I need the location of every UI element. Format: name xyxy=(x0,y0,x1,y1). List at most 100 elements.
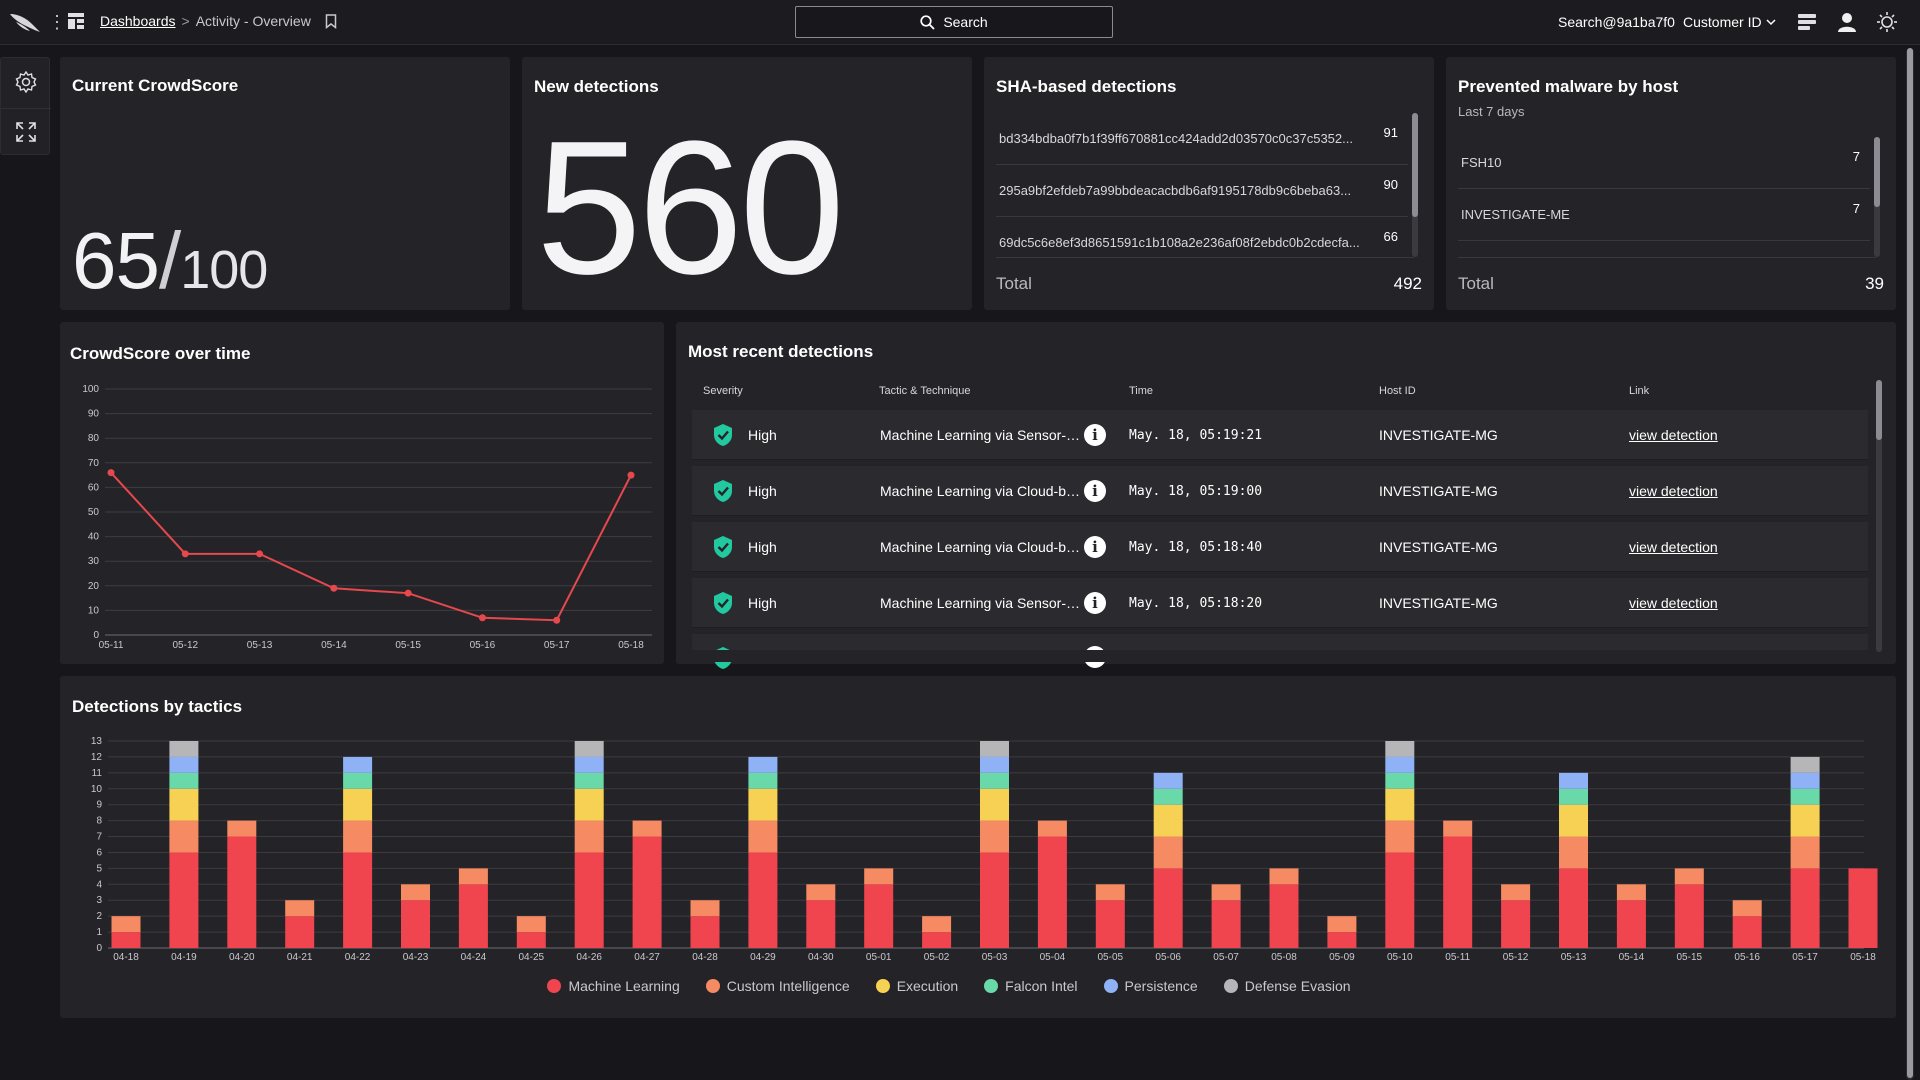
bar-segment[interactable] xyxy=(1559,836,1588,869)
page-scrollbar-thumb[interactable] xyxy=(1907,48,1913,1078)
bar-segment[interactable] xyxy=(1153,804,1183,837)
theme-sun-icon[interactable] xyxy=(1876,11,1898,33)
bar-segment[interactable] xyxy=(111,932,141,948)
breadcrumb-dashboards-link[interactable]: Dashboards xyxy=(100,13,176,29)
list-item[interactable]: FSH10 7 xyxy=(1458,137,1870,189)
bar-segment[interactable] xyxy=(574,820,604,853)
list-item[interactable]: INVESTIGATE-ME 7 xyxy=(1458,189,1870,241)
list-item[interactable]: 295a9bf2efdeb7a99bbdeacacbdb6af9195178db… xyxy=(996,165,1408,217)
bar-segment[interactable] xyxy=(1559,804,1588,837)
bar-segment[interactable] xyxy=(1501,900,1531,948)
dashboards-grid-icon[interactable] xyxy=(68,13,84,29)
data-point[interactable] xyxy=(181,550,189,558)
column-header-host[interactable]: Host ID xyxy=(1379,385,1416,397)
bar-segment[interactable] xyxy=(1559,772,1588,789)
scrollbar-thumb[interactable] xyxy=(1412,113,1418,217)
bar-segment[interactable] xyxy=(1153,788,1183,805)
bar-segment[interactable] xyxy=(1790,788,1820,805)
fullscreen-expand-icon[interactable] xyxy=(14,120,38,144)
bar-segment[interactable] xyxy=(1095,900,1125,948)
falcon-logo-icon[interactable] xyxy=(8,10,42,34)
scrollbar-thumb[interactable] xyxy=(1876,380,1882,440)
legend-item[interactable]: Persistence xyxy=(1103,978,1198,994)
bar-segment[interactable] xyxy=(1501,884,1531,901)
bar-segment[interactable] xyxy=(343,788,373,821)
host-list-scrollbar[interactable] xyxy=(1874,137,1880,257)
bar-segment[interactable] xyxy=(169,852,199,948)
data-point[interactable] xyxy=(107,469,115,477)
table-row[interactable]: High Machine Learning via Cloud-based MLi… xyxy=(692,522,1868,572)
bar-segment[interactable] xyxy=(1153,772,1183,789)
bar-segment[interactable] xyxy=(1385,852,1415,948)
bar-segment[interactable] xyxy=(864,884,894,948)
bar-segment[interactable] xyxy=(574,852,604,948)
data-point[interactable] xyxy=(478,614,486,622)
bar-segment[interactable] xyxy=(285,916,315,948)
view-detection-link[interactable]: view detection xyxy=(1629,427,1718,443)
bar-segment[interactable] xyxy=(1385,756,1415,773)
bookmark-icon[interactable] xyxy=(325,14,337,29)
user-profile-icon[interactable] xyxy=(1836,11,1858,33)
bar-segment[interactable] xyxy=(1153,868,1183,948)
legend-item[interactable]: Execution xyxy=(875,978,958,994)
column-header-link[interactable]: Link xyxy=(1629,385,1650,397)
more-vertical-icon[interactable]: ⋮ xyxy=(48,12,66,32)
search-button[interactable]: Search xyxy=(795,6,1113,38)
bar-segment[interactable] xyxy=(1153,836,1183,869)
bar-segment[interactable] xyxy=(169,741,199,757)
bar-segment[interactable] xyxy=(1790,868,1820,948)
bar-segment[interactable] xyxy=(806,884,836,901)
info-icon[interactable]: i xyxy=(1084,424,1106,446)
bar-segment[interactable] xyxy=(748,820,778,853)
column-header-time[interactable]: Time xyxy=(1129,385,1154,397)
bar-segment[interactable] xyxy=(1269,868,1299,885)
bar-segment[interactable] xyxy=(1790,836,1820,869)
bar-segment[interactable] xyxy=(1211,900,1241,948)
bar-segment[interactable] xyxy=(632,836,662,948)
bar-segment[interactable] xyxy=(401,900,430,948)
sha-list-scrollbar[interactable] xyxy=(1412,113,1418,257)
view-detection-link[interactable]: view detection xyxy=(1629,539,1718,555)
bar-segment[interactable] xyxy=(574,788,604,821)
bar-segment[interactable] xyxy=(980,820,1009,853)
bar-segment[interactable] xyxy=(1443,836,1473,948)
bar-segment[interactable] xyxy=(227,820,257,837)
bar-segment[interactable] xyxy=(169,788,199,821)
info-icon[interactable]: i xyxy=(1084,592,1106,614)
data-point[interactable] xyxy=(330,584,338,592)
bar-segment[interactable] xyxy=(980,788,1009,821)
bar-segment[interactable] xyxy=(1211,884,1241,901)
bar-segment[interactable] xyxy=(922,932,952,948)
bar-segment[interactable] xyxy=(516,916,546,933)
bar-segment[interactable] xyxy=(343,820,373,853)
legend-item[interactable]: Machine Learning xyxy=(547,978,680,994)
bar-segment[interactable] xyxy=(980,852,1009,948)
bar-segment[interactable] xyxy=(1848,868,1878,948)
bar-segment[interactable] xyxy=(748,756,778,773)
bar-segment[interactable] xyxy=(980,741,1009,757)
bar-segment[interactable] xyxy=(227,836,257,948)
bar-segment[interactable] xyxy=(1443,820,1473,837)
bar-segment[interactable] xyxy=(748,852,778,948)
bar-segment[interactable] xyxy=(690,916,720,948)
bar-segment[interactable] xyxy=(574,772,604,789)
bar-segment[interactable] xyxy=(285,900,315,917)
legend-item[interactable]: Defense Evasion xyxy=(1223,978,1351,994)
bar-segment[interactable] xyxy=(343,852,373,948)
legend-item[interactable]: Falcon Intel xyxy=(984,978,1078,994)
bar-segment[interactable] xyxy=(458,868,488,885)
bar-segment[interactable] xyxy=(1732,900,1762,917)
bar-segment[interactable] xyxy=(1327,932,1357,948)
bar-segment[interactable] xyxy=(1327,916,1357,933)
notifications-stack-icon[interactable] xyxy=(1796,11,1818,33)
bar-segment[interactable] xyxy=(1269,884,1299,948)
legend-item[interactable]: Custom Intelligence xyxy=(705,978,850,994)
list-item[interactable]: 69dc5c6e8ef3d8651591c1b108a2e236af08f2eb… xyxy=(996,217,1408,257)
view-detection-link[interactable]: view detection xyxy=(1629,483,1718,499)
bar-segment[interactable] xyxy=(574,756,604,773)
bar-segment[interactable] xyxy=(1559,868,1588,948)
page-scrollbar[interactable] xyxy=(1906,48,1914,1080)
bar-segment[interactable] xyxy=(922,916,952,933)
scrollbar-thumb[interactable] xyxy=(1874,137,1880,207)
bar-segment[interactable] xyxy=(1674,868,1704,885)
